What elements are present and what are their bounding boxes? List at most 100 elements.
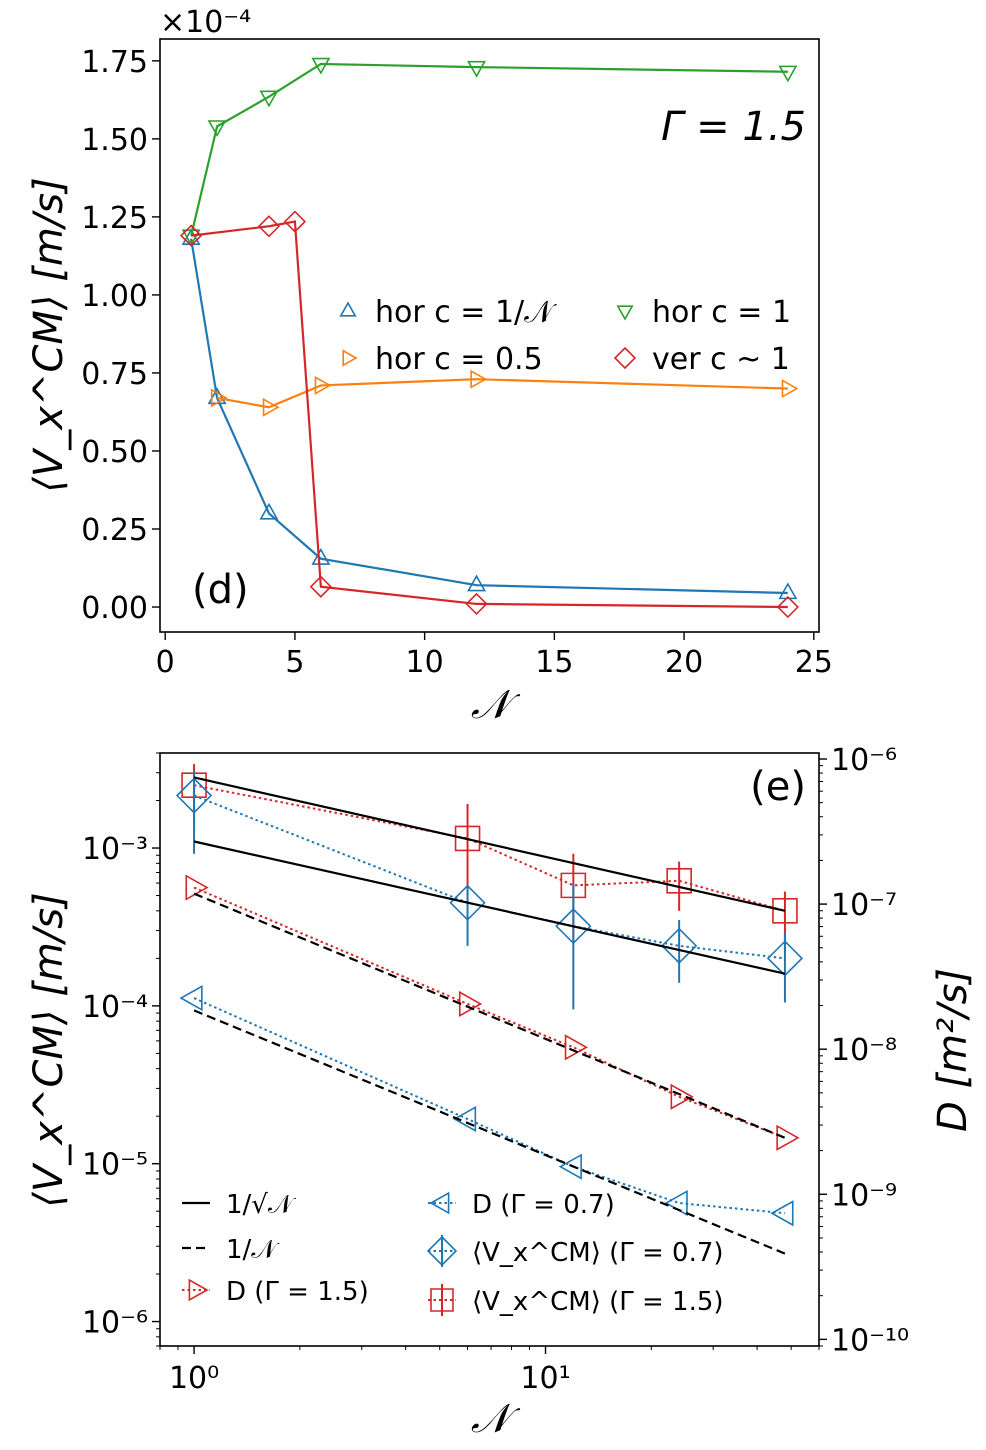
panel-e-ylabel-right: D [m²/s] (930, 968, 976, 1132)
panel-e-legend-marker-3 (429, 1191, 450, 1215)
panel-e-legend: 1/√𝒩 1/𝒩 D (Γ = 1.5) D (Γ = 0.7) ⟨V_x^CM⟩ (Γ… (182, 1190, 724, 1317)
panel-e-legend-label-0: 1/√𝒩 (226, 1190, 297, 1220)
panel-d-gamma-annotation: Γ = 1.5 (661, 104, 806, 150)
panel-d-ytick-label: 1.25 (81, 201, 148, 236)
panel-d-legend: hor c = 1/𝒩 hor c = 1 hor c = 0.5 ver c ~ 1 (339, 295, 791, 377)
panel-d-point-3-1 (257, 215, 281, 238)
panel-e-point-2-3 (670, 1083, 694, 1110)
panel-e-series-line-1 (193, 794, 786, 960)
panel-d-point-0-4 (467, 574, 486, 592)
panel-d-point-1-3 (470, 369, 488, 389)
panel-d-series-line-3 (191, 220, 788, 609)
panel-d-ytick-label: 1.75 (81, 45, 148, 80)
panel-e-ytick-right-label: 10⁻⁷ (831, 888, 897, 923)
panel-d-point-3-2 (283, 210, 307, 233)
panel-e-legend-label-1: 1/𝒩 (226, 1235, 280, 1265)
panel-d-series-line-2 (190, 62, 788, 236)
panel-d-point-1-4 (781, 379, 799, 399)
panel-e-legend-label-5: ⟨V_x^CM⟩ (Γ = 1.5) (472, 1287, 724, 1317)
panel-d-legend-marker-0 (339, 301, 357, 317)
panel-d-xtick-label: 10 (406, 645, 444, 680)
panel-e-legend-label-3: D (Γ = 0.7) (472, 1190, 615, 1220)
panel-e-fit-line-7 (193, 1009, 786, 1255)
panel-e-point-1-2 (555, 908, 592, 945)
panel-e-ytick-right-label: 10⁻¹⁰ (831, 1323, 909, 1358)
panel-e-label: (e) (750, 764, 806, 810)
panel-d-point-3-5 (776, 595, 799, 619)
panel-d-legend-marker-1 (342, 349, 358, 367)
panel-d-legend-label-2: hor c = 1 (652, 295, 791, 330)
panel-e-point-3-0 (179, 985, 203, 1012)
panel-d-label: (d) (192, 567, 249, 613)
panel-e-xtick-label: 10¹ (520, 1361, 570, 1396)
panel-d-xtick-label: 25 (795, 645, 833, 680)
panel-d-point-2-2 (259, 90, 279, 108)
panel-e-point-2-4 (776, 1124, 800, 1151)
panel-d-ytick-label: 0.75 (81, 357, 148, 392)
panel-d-xtick-label: 0 (156, 645, 175, 680)
panel-e-legend-label-4: ⟨V_x^CM⟩ (Γ = 0.7) (472, 1238, 724, 1268)
panel-e-legend-marker-2 (188, 1278, 209, 1302)
panel-e-ytick-left-label: 10⁻⁶ (82, 1306, 148, 1341)
panel-e-point-1-3 (661, 927, 698, 964)
panel-d-ytick-label: 1.00 (81, 279, 148, 314)
panel-d-point-3-3 (309, 575, 332, 598)
panel-d-point-1-0 (210, 388, 228, 408)
panel-e-point-1-1 (449, 884, 486, 921)
panel-d-point-3-4 (465, 592, 488, 616)
panel-d-point-0-3 (311, 548, 331, 565)
panel-e-legend-marker-4 (426, 1235, 458, 1267)
panel-d-ytick-label: 0.25 (81, 513, 148, 548)
panel-d-point-2-0 (181, 229, 201, 247)
panel-d-series-line-0 (190, 238, 788, 595)
panel-d-point-0-5 (778, 582, 798, 600)
panel-e-point-0-4 (772, 898, 798, 924)
panel-d-point-2-4 (467, 60, 486, 78)
panel-d-ytick-label: 0.50 (81, 435, 148, 470)
panel-e-ytick-left-label: 10⁻⁴ (82, 990, 148, 1025)
panel-e-legend-marker-5 (430, 1288, 454, 1312)
panel-e-xtick-label: 10⁰ (169, 1361, 219, 1396)
panel-d-legend-label-1: hor c = 0.5 (375, 342, 543, 377)
panel-d-xtick-label: 5 (285, 645, 304, 680)
panel-e-ticks: 10⁰ 10¹ 10⁻⁶ 10⁻⁵ 10⁻⁴ 10⁻³ 10⁻¹⁰ 10⁻⁹ 10⁻⁸ 10⁻⁷ 1… (82, 743, 909, 1396)
panel-d-point-1-1 (262, 397, 280, 417)
panel-e-ylabel-left: ⟨V_x^CM⟩ [m/s] (26, 892, 72, 1207)
panel-e-point-3-1 (452, 1105, 477, 1133)
panel-d-legend-marker-2 (616, 305, 634, 321)
panel-d-point-2-5 (778, 65, 798, 83)
panel-e-point-3-4 (770, 1200, 794, 1227)
panel-d-series-line-1 (216, 378, 788, 409)
panel-e-point-3-2 (558, 1153, 582, 1180)
panel-e-ytick-right-label: 10⁻⁹ (831, 1178, 897, 1213)
panel-d: 0 5 10 15 20 25 0.00 0.25 0.50 0.75 1.00 1.25 1.50 1.… (26, 5, 833, 728)
panel-e-xlabel: 𝒩 (471, 1396, 521, 1442)
panel-e-series-line-2 (193, 886, 786, 1139)
panel-d-ylabel: ⟨V_x^CM⟩ [m/s] (26, 177, 72, 492)
panel-e-fit-line-4 (193, 840, 786, 975)
panel-e-point-0-0 (181, 772, 207, 799)
panel-d-series (180, 57, 799, 619)
panel-d-ticks: 0 5 10 15 20 25 0.00 0.25 0.50 0.75 1.00 1.25 1.50 1.… (81, 45, 833, 680)
panel-e-point-1-0 (175, 777, 213, 814)
panel-d-point-1-2 (314, 375, 332, 395)
panel-d-legend-label-3: ver c ~ 1 (652, 342, 790, 377)
panel-e-point-2-2 (564, 1034, 588, 1061)
panel-e-ytick-left-label: 10⁻⁵ (82, 1148, 148, 1183)
panel-d-xtick-label: 20 (665, 645, 703, 680)
panel-d-legend-marker-3 (613, 346, 637, 370)
panel-d-point-2-3 (311, 57, 331, 75)
panel-e-ytick-left-label: 10⁻³ (82, 832, 148, 867)
panel-e-series-line-3 (193, 997, 786, 1215)
panel-d-point-3-0 (180, 224, 203, 247)
panel-e: 10⁰ 10¹ 10⁻⁶ 10⁻⁵ 10⁻⁴ 10⁻³ 10⁻¹⁰ 10⁻⁹ 10⁻⁸ 10⁻⁷ 1… (26, 743, 976, 1442)
panel-d-ytick-label: 0.00 (81, 591, 148, 626)
panel-e-point-2-1 (458, 990, 483, 1018)
panel-d-offset-text: ×10⁻⁴ (160, 5, 251, 40)
panel-e-series (175, 764, 804, 1255)
panel-d-legend-label-0: hor c = 1/𝒩 (375, 295, 557, 330)
panel-e-fit-line-5 (193, 776, 786, 912)
panel-d-xtick-label: 15 (535, 645, 573, 680)
panel-d-point-0-2 (259, 502, 279, 520)
